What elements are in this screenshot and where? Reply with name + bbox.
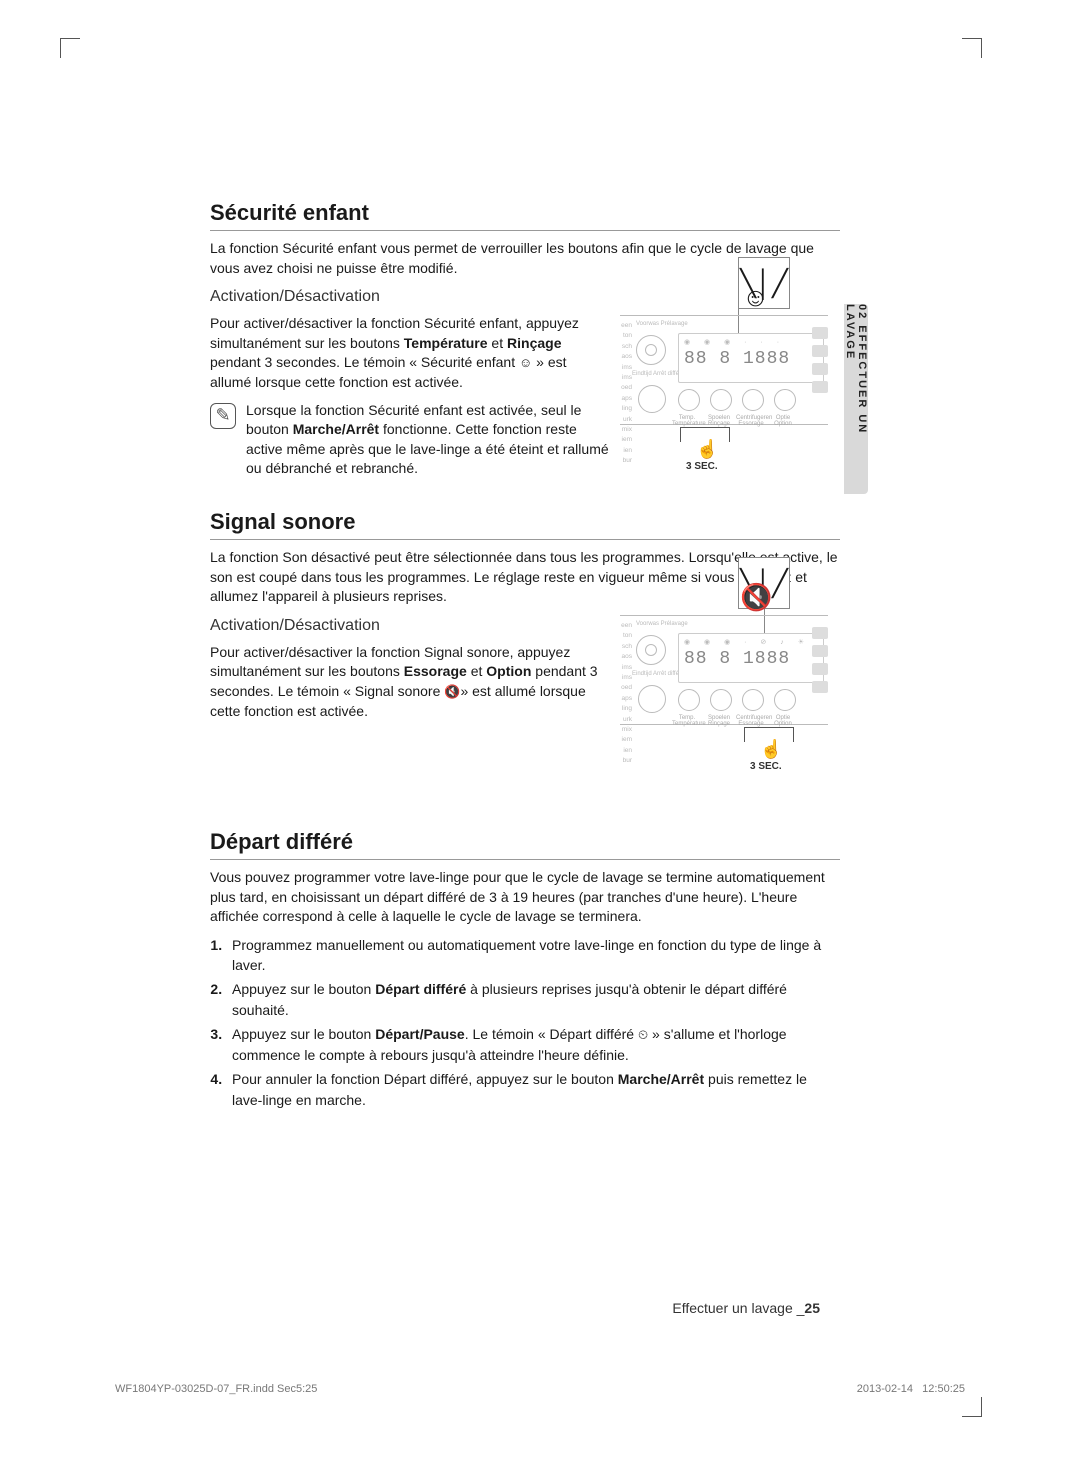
heading-securite-enfant: Sécurité enfant [210, 200, 840, 231]
prewash-label: Voorwas Prélavage [636, 621, 688, 627]
right-tabs [812, 627, 828, 699]
spin-button [742, 689, 764, 711]
btn-ref-depart-differe: Départ différé [375, 981, 466, 997]
step-4: Pour annuler la fonction Départ différé,… [226, 1069, 840, 1110]
right-tabs [812, 327, 828, 399]
page-footer-label: Effectuer un lavage _25 [672, 1300, 820, 1316]
lbl-temp: Temp. Température [672, 415, 702, 427]
dial-bottom [638, 685, 666, 713]
rinse-button [710, 689, 732, 711]
temp-button [678, 389, 700, 411]
indd-job: WF1804YP-03025D-07_FR.indd Sec5:25 [115, 1383, 317, 1395]
prewash-label: Voorwas Prélavage [636, 321, 688, 327]
callout-mute-icon: ╲│╱🔇 [738, 557, 790, 609]
btn-ref-temperature: Température [404, 335, 488, 351]
intro-depart-differe: Vous pouvez programmer votre lave-linge … [210, 868, 840, 927]
text: pendant 3 secondes. Le témoin « Sécurité… [210, 354, 519, 370]
dial-bottom [638, 385, 666, 413]
figure-control-panel-child-lock: ╲│╱☺ eentonschaosimsimsoedapslingurkmixi… [620, 305, 828, 475]
finger-icon: ☝ [696, 439, 718, 460]
display-digits: 88 8 1888 [684, 649, 790, 669]
button-row [678, 389, 796, 411]
heading-depart-differe: Départ différé [210, 829, 840, 860]
btn-ref-marche-arret: Marche/Arrêt [293, 421, 379, 437]
option-button [774, 689, 796, 711]
text: et [467, 663, 486, 679]
child-lock-icon: ☺ [519, 355, 532, 370]
btn-ref-essorage: Essorage [404, 663, 467, 679]
display-icons: ◉ ◉ ◉ · ⊘ ♪ ☀ [684, 638, 810, 646]
program-labels: eentonschaosimsimsoedapslingurkmixiemien… [608, 321, 632, 466]
lbl-option: Optie Option [768, 415, 798, 427]
lbl-temp: Temp. Température [672, 715, 702, 727]
crop-mark [962, 38, 982, 58]
endtime-label: Eindtijd Arrêt différé [632, 671, 684, 677]
note-securite-enfant: ✎ Lorsque la fonction Sécurité enfant es… [210, 401, 610, 479]
side-tab-chapter: 02 EFFECTUER UN LAVAGE [844, 304, 868, 494]
text: Appuyez sur le bouton [232, 1026, 375, 1042]
temp-button [678, 689, 700, 711]
btn-ref-depart-pause: Départ/Pause [375, 1026, 464, 1042]
lbl-spin: Centrifugeren Essorage [736, 415, 766, 427]
rinse-button [710, 389, 732, 411]
heading-signal-sonore: Signal sonore [210, 509, 840, 540]
press-duration: 3 SEC. [750, 761, 782, 772]
page-label: Effectuer un lavage _ [672, 1300, 804, 1316]
lbl-rinse: Spoelen Rinçage [704, 715, 734, 727]
spin-button [742, 389, 764, 411]
step-1: Programmez manuellement ou automatiqueme… [226, 935, 840, 976]
clock-icon: ⏲ [638, 1027, 648, 1042]
option-button [774, 389, 796, 411]
lbl-spin: Centrifugeren Essorage [736, 715, 766, 727]
text: Pour annuler la fonction Départ différé,… [232, 1071, 618, 1087]
button-row [678, 689, 796, 711]
note-text: Lorsque la fonction Sécurité enfant est … [246, 401, 610, 479]
figure-control-panel-sound-off: ╲│╱🔇 eentonschaosimsimsoedapslingurkmixi… [620, 605, 828, 775]
display-digits: 88 8 1888 [684, 349, 790, 369]
lbl-option: Optie Option [768, 715, 798, 727]
btn-ref-marche-arret: Marche/Arrêt [618, 1071, 704, 1087]
print-date: 2013-02-14 [857, 1383, 913, 1395]
lbl-rinse: Spoelen Rinçage [704, 415, 734, 427]
press-duration: 3 SEC. [686, 461, 718, 472]
page: 02 EFFECTUER UN LAVAGE Sécurité enfant L… [0, 0, 1080, 1461]
button-labels: Temp. Température Spoelen Rinçage Centri… [672, 715, 798, 727]
finger-icon: ☝ [760, 739, 782, 760]
btn-ref-rincage: Rinçage [507, 335, 561, 351]
step-3: Appuyez sur le bouton Départ/Pause. Le t… [226, 1024, 840, 1065]
print-datetime: 2013-02-14 12:50:25 [857, 1383, 965, 1395]
display-icons: ◉ ◉ ◉ · · · [684, 338, 785, 346]
crop-mark [962, 1397, 982, 1417]
program-labels: eentonschaosimsimsoedapslingurkmixiemien… [608, 621, 632, 766]
text: et [488, 335, 507, 351]
crop-mark [60, 38, 80, 58]
step-2: Appuyez sur le bouton Départ différé à p… [226, 979, 840, 1020]
btn-ref-option: Option [486, 663, 531, 679]
dial-top [636, 635, 666, 665]
procedure-signal-sonore: Pour activer/désactiver la fonction Sign… [210, 643, 610, 721]
dial-top [636, 335, 666, 365]
procedure-securite-enfant: Pour activer/désactiver la fonction Sécu… [210, 314, 610, 392]
callout-child-lock-icon: ╲│╱☺ [738, 257, 790, 309]
button-labels: Temp. Température Spoelen Rinçage Centri… [672, 415, 798, 427]
note-icon: ✎ [210, 403, 236, 429]
endtime-label: Eindtijd Arrêt différé [632, 371, 684, 377]
print-time: 12:50:25 [922, 1383, 965, 1395]
page-number: 25 [804, 1300, 820, 1316]
print-footer: WF1804YP-03025D-07_FR.indd Sec5:25 2013-… [115, 1383, 965, 1395]
steps-depart-differe: Programmez manuellement ou automatiqueme… [210, 935, 840, 1110]
text: . Le témoin « Départ différé [465, 1026, 638, 1042]
mute-icon: 🔇 [444, 684, 460, 699]
text: Appuyez sur le bouton [232, 981, 375, 997]
